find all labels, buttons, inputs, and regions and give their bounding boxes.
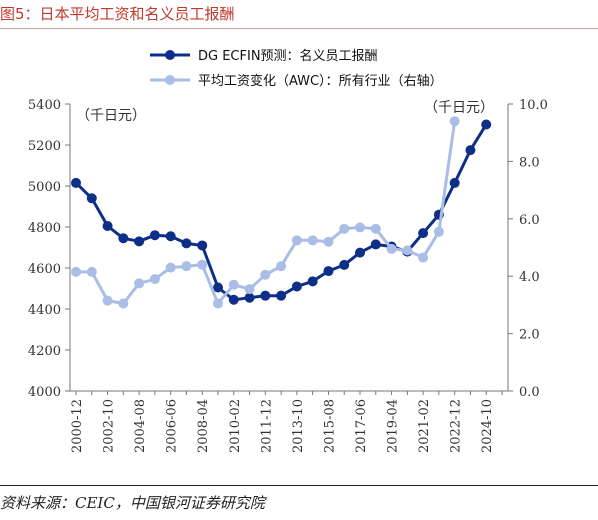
series-point-1 <box>433 226 444 237</box>
series-point-0 <box>465 145 476 156</box>
series-point-1 <box>228 279 239 290</box>
series-point-1 <box>355 222 365 233</box>
y-left-tick-label: 4800 <box>28 221 61 236</box>
series-point-1 <box>386 243 397 254</box>
series-point-0 <box>228 294 239 305</box>
series-point-0 <box>244 292 255 303</box>
legend-swatch-marker-1 <box>165 75 175 85</box>
series-point-0 <box>276 290 287 301</box>
x-tick-label: 2011-12 <box>259 399 274 453</box>
y-right-tick-label: 8.0 <box>519 155 540 170</box>
title-rule <box>0 28 598 29</box>
series-point-0 <box>449 177 460 188</box>
figure-title: 图5：日本平均工资和名义员工报酬 <box>0 5 235 23</box>
series-point-1 <box>339 223 350 234</box>
series-point-1 <box>291 235 302 246</box>
series-point-1 <box>181 261 192 272</box>
series-point-1 <box>197 259 208 270</box>
series-point-1 <box>276 261 287 272</box>
series-point-1 <box>307 235 318 246</box>
series-point-1 <box>244 284 255 295</box>
y-left-tick-label: 5400 <box>28 98 61 113</box>
series-point-0 <box>481 119 492 130</box>
x-tick-label: 2010-02 <box>228 399 243 453</box>
series-point-0 <box>71 177 81 188</box>
series-point-0 <box>339 259 350 270</box>
x-tick-label: 2000-12 <box>70 399 85 453</box>
y-right-tick-label: 2.0 <box>519 328 540 343</box>
series-point-0 <box>134 236 145 247</box>
series-point-1 <box>323 236 334 247</box>
chart: 4000 4200 4400 4600 4800 5000 5200 5400 0.0 2.0 4.… <box>28 48 548 453</box>
series-point-0 <box>149 230 160 241</box>
legend-label-1: 平均工资变化（AWC）：所有行业（右轴） <box>198 73 443 89</box>
footer-rule <box>0 485 598 486</box>
series-point-1 <box>102 295 113 306</box>
series-point-0 <box>370 239 381 250</box>
x-tick-label: 2013-10 <box>291 399 306 453</box>
x-tick-label: 2024-10 <box>480 399 495 453</box>
series-point-0 <box>86 193 97 204</box>
y-left-tick-label: 4600 <box>28 262 61 277</box>
series-point-0 <box>307 276 318 287</box>
series-point-0 <box>181 238 192 249</box>
series-point-1 <box>370 223 381 234</box>
series-point-0 <box>418 228 429 239</box>
series-line-0 <box>74 123 488 302</box>
series-point-1 <box>71 266 81 277</box>
series-point-1 <box>118 298 129 309</box>
series-point-0 <box>102 220 113 231</box>
y-right-tick-label: 4.0 <box>519 270 540 285</box>
series-point-0 <box>355 247 365 258</box>
series-point-0 <box>260 290 271 301</box>
x-tick-label: 2015-08 <box>322 399 337 453</box>
legend-label-0: DG ECFIN预测：名义员工报酬 <box>198 48 378 64</box>
series-point-1 <box>86 266 97 277</box>
y-left-tick-label: 5000 <box>28 180 61 195</box>
series-point-1 <box>449 116 460 127</box>
series-point-1 <box>149 274 160 285</box>
y-left-tick-label: 4400 <box>28 303 61 318</box>
series-point-0 <box>118 233 129 244</box>
x-tick-label: 2017-06 <box>354 399 369 453</box>
y-right-tick-label: 6.0 <box>519 213 540 228</box>
series-point-1 <box>402 245 413 256</box>
series-point-1 <box>418 252 429 263</box>
y-left-tick-label: 4200 <box>28 344 61 359</box>
x-tick-label: 2006-06 <box>165 399 180 453</box>
x-tick-label: 2021-02 <box>417 399 432 453</box>
y-left-tick-label: 4000 <box>28 385 61 400</box>
series-point-0 <box>213 282 223 293</box>
series-point-1 <box>165 262 176 273</box>
y-right-unit-label: （千日元） <box>424 100 494 116</box>
y-left-unit-label: （千日元） <box>76 108 146 124</box>
legend-swatch-marker-0 <box>165 50 175 60</box>
series-point-0 <box>197 240 208 251</box>
x-tick-label: 2008-04 <box>196 399 211 453</box>
y-right-tick-label: 10.0 <box>519 98 548 113</box>
x-tick-label: 2004-08 <box>133 399 148 453</box>
series-point-1 <box>260 269 271 280</box>
source-note: 资料来源：CEIC，中国银河证券研究院 <box>0 494 265 512</box>
series-point-0 <box>165 231 176 242</box>
x-tick-label: 2002-10 <box>102 399 117 453</box>
y-left-tick-label: 5200 <box>28 139 61 154</box>
series-point-1 <box>134 278 145 289</box>
x-tick-label: 2019-04 <box>386 399 401 453</box>
series-point-1 <box>213 298 223 309</box>
series-point-0 <box>323 266 334 277</box>
x-tick-label: 2022-12 <box>449 399 464 453</box>
y-right-tick-label: 0.0 <box>519 385 540 400</box>
series-point-0 <box>291 281 302 292</box>
